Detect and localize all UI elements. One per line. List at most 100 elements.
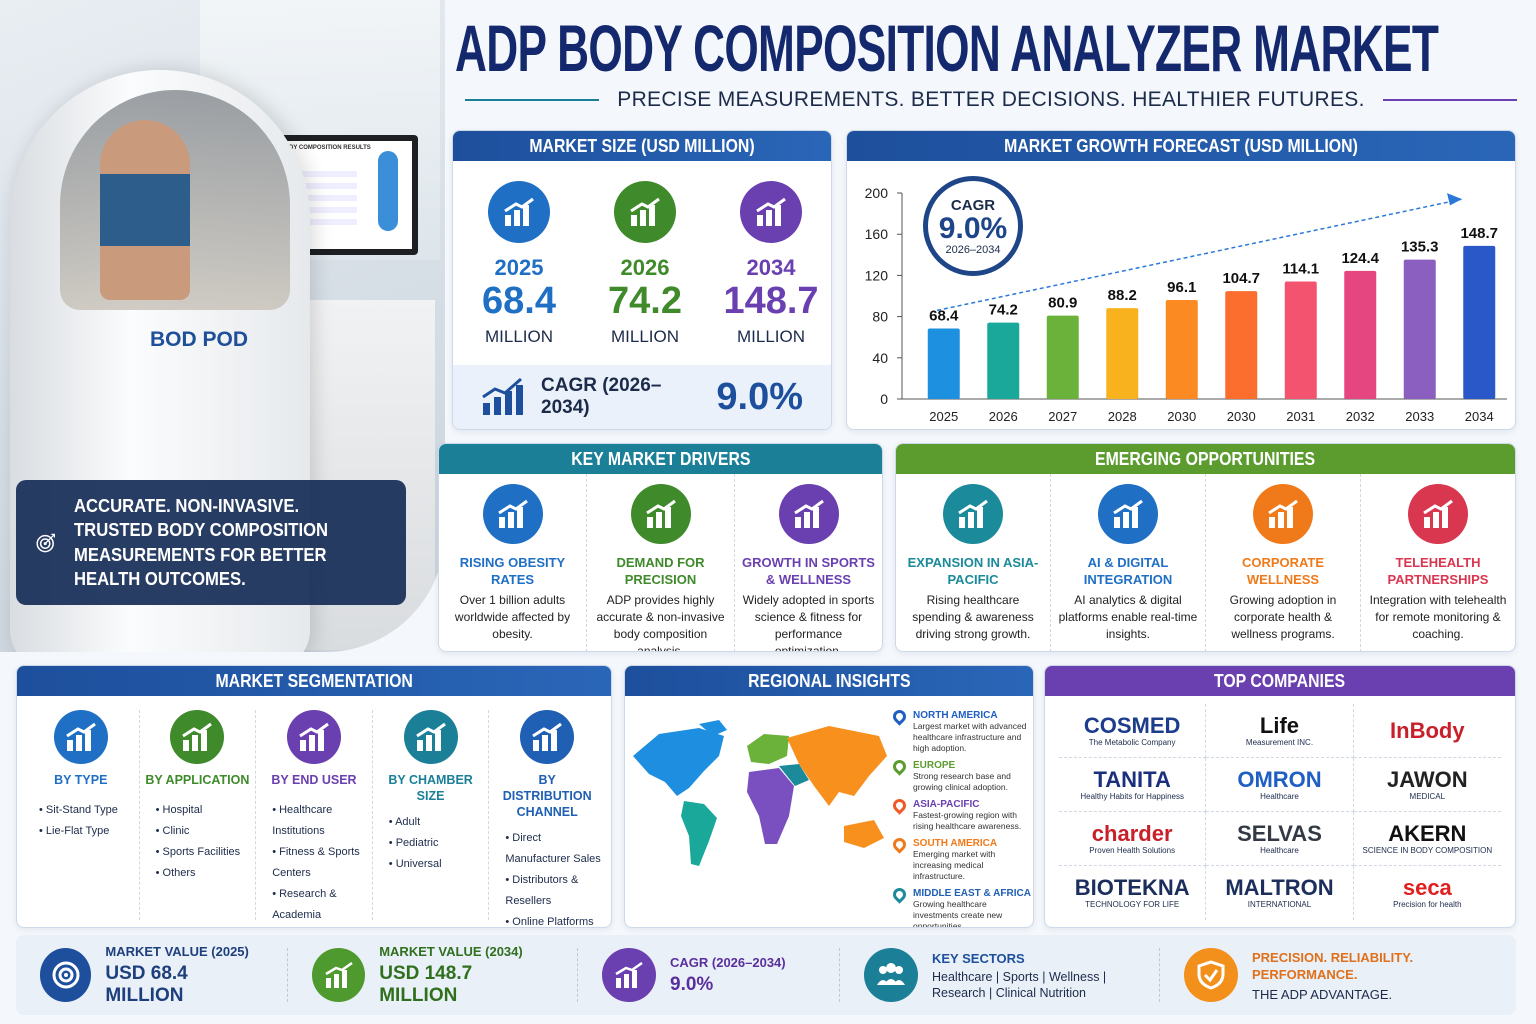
data-label: 135.3 [1401, 239, 1439, 256]
data-label: 96.1 [1167, 279, 1196, 296]
cagr-row: CAGR (2026–2034) 9.0% [453, 365, 831, 429]
region-item: SOUTH AMERICA Emerging market with increa… [890, 835, 1031, 882]
company-name: COSMED [1083, 712, 1181, 738]
summary-strip: MARKET VALUE (2025) USD 68.4 MILLION MARK… [16, 935, 1516, 1015]
location-pin-icon [890, 835, 909, 854]
company-name: JAWON [1386, 766, 1468, 792]
company-logo: seca Precision for health [1354, 866, 1501, 920]
location-pin-icon [890, 757, 909, 776]
card-heading: GROWTH IN SPORTS & WELLNESS [742, 555, 875, 587]
segment-item: Clinic [156, 821, 252, 842]
regional-panel: REGIONAL INSIGHTS NORTH AMERICA Largest m… [624, 665, 1034, 928]
card-description: ADP provides highly accurate & non-invas… [596, 593, 725, 652]
panel-title: REGIONAL INSIGHTS [747, 670, 911, 691]
sectors-line: Research | Clinical Nutrition [932, 985, 1086, 1000]
forecast-panel: MARKET GROWTH FORECAST (USD MILLION) 0 40… [846, 130, 1516, 430]
target-icon [36, 533, 55, 552]
company-tagline: TECHNOLOGY FOR LIFE [1085, 900, 1180, 909]
summary-market-value-2025: MARKET VALUE (2025) USD 68.4 MILLION [16, 944, 288, 1006]
data-label: 114.1 [1282, 260, 1319, 277]
company-tagline: Measurement INC. [1245, 737, 1314, 747]
drivers-card: RISING OBESITY RATES Over 1 billion adult… [439, 474, 587, 651]
people-icon [286, 710, 341, 764]
bar [1225, 291, 1258, 399]
x-tick-label: 2027 [1048, 409, 1077, 424]
y-tick-label: 200 [865, 185, 889, 201]
x-tick-label: 2030 [1227, 409, 1256, 424]
segment-heading: BY END USER [271, 773, 357, 787]
trend-arrow-head [1447, 193, 1462, 206]
person [100, 120, 190, 300]
company-logo: Life Measurement INC. [1206, 704, 1354, 758]
drivers-card: GROWTH IN SPORTS & WELLNESS Widely adopte… [735, 474, 882, 651]
region-item: MIDDLE EAST & AFRICA Growing healthcare i… [890, 885, 1031, 927]
segment-list: AdultPediatricUniversal [377, 812, 485, 875]
market-size-2025: 2025 68.4 MILLION [459, 181, 579, 347]
region-name: ASIA-PACIFIC [913, 799, 980, 810]
company-logo: BIOTEKNA TECHNOLOGY FOR LIFE [1059, 866, 1207, 920]
segment-list: Healthcare InstitutionsFitness & Sports … [260, 800, 368, 926]
cagr-label: CAGR (2026–2034) [541, 375, 662, 418]
segment-heading: BY APPLICATION [145, 773, 250, 787]
value: 148.7 [723, 280, 819, 322]
company-logo: SELVAS Healthcare [1206, 812, 1354, 866]
growth-chart-icon [614, 181, 676, 243]
segment-list: Direct Manufacturer SalesDistributors & … [493, 828, 601, 927]
region-item: EUROPE Strong research base and growing c… [890, 757, 1031, 793]
year: 2034 [746, 255, 796, 280]
card-heading: AI & DIGITAL INTEGRATION [1083, 555, 1173, 587]
trend-arrow [936, 198, 1463, 312]
segment-item: Hospital [156, 800, 252, 821]
region-name: EUROPE [913, 760, 956, 771]
panel-title: TOP COMPANIES [1214, 670, 1346, 691]
tagline: PRECISION. RELIABILITY. PERFORMANCE. [1252, 949, 1414, 982]
data-label: 148.7 [1460, 225, 1498, 242]
location-pin-icon [890, 796, 909, 815]
market-size-2034: 2034 148.7 MILLION [711, 181, 831, 347]
handshake-icon [1253, 484, 1313, 544]
company-logo: AKERN SCIENCE IN BODY COMPOSITION [1353, 812, 1501, 866]
card-heading: EXPANSION IN ASIA-PACIFIC [907, 555, 1039, 587]
panel-title: KEY MARKET DRIVERS [570, 448, 751, 469]
card-description: AI analytics & digital platforms enable … [1058, 593, 1198, 641]
y-tick-label: 120 [865, 267, 889, 283]
segment-column: BY APPLICATION HospitalClinicSports Facil… [140, 710, 257, 920]
company-name: BIOTEKNA [1074, 875, 1190, 900]
unit: MILLION [484, 327, 554, 346]
value: 9.0% [670, 973, 714, 995]
segment-item: Sports Facilities [156, 842, 252, 863]
company-tagline: Precision for health [1393, 900, 1462, 909]
company-logo: charder Proven Health Solutions [1059, 812, 1207, 866]
device-icon [53, 710, 108, 764]
label: CAGR (2026–2034) [670, 954, 786, 970]
y-tick-label: 80 [872, 309, 888, 325]
value: USD 148.7 MILLION [379, 962, 473, 1006]
segment-item: Sit-Stand Type [39, 800, 135, 821]
ai-chip-icon [1098, 484, 1158, 544]
company-logo: TANITA Healthy Habits for Happiness [1059, 758, 1207, 812]
value: 68.4 [482, 280, 556, 322]
region-name: MIDDLE EAST & AFRICA [913, 888, 1031, 899]
region-description: Largest market with advanced healthcare … [913, 721, 1027, 753]
subtitle-text: PRECISE MEASUREMENTS. BETTER DECISIONS. … [617, 88, 1365, 111]
globe-icon [943, 484, 1003, 544]
segment-list: HospitalClinicSports FacilitiesOthers [144, 800, 252, 884]
value: 74.2 [608, 280, 682, 322]
opportunities-panel: EMERGING OPPORTUNITIES EXPANSION IN ASIA… [895, 443, 1516, 652]
segment-item: Online Platforms [505, 912, 601, 927]
data-label: 80.9 [1048, 295, 1077, 312]
segment-heading: BY DISTRIBUTION CHANNEL [502, 773, 592, 819]
unit: MILLION [736, 327, 806, 346]
data-label: 74.2 [989, 302, 1018, 319]
opportunities-card: CORPORATE WELLNESS Growing adoption in co… [1206, 474, 1361, 651]
panel-title: EMERGING OPPORTUNITIES [1095, 448, 1316, 469]
bar [1344, 270, 1377, 399]
screen-title: BODY COMPOSITION RESULTS [280, 145, 371, 151]
bar [1165, 300, 1198, 399]
cagr-value: 9.0% [716, 375, 803, 418]
bar [1463, 245, 1496, 399]
company-tagline: The Metabolic Company [1088, 737, 1176, 747]
company-logo: InBody [1353, 704, 1501, 758]
cagr-badge: CAGR 9.0% 2026–2034 [923, 176, 1023, 276]
drivers-card: DEMAND FOR PRECISION ADP provides highly … [587, 474, 735, 652]
